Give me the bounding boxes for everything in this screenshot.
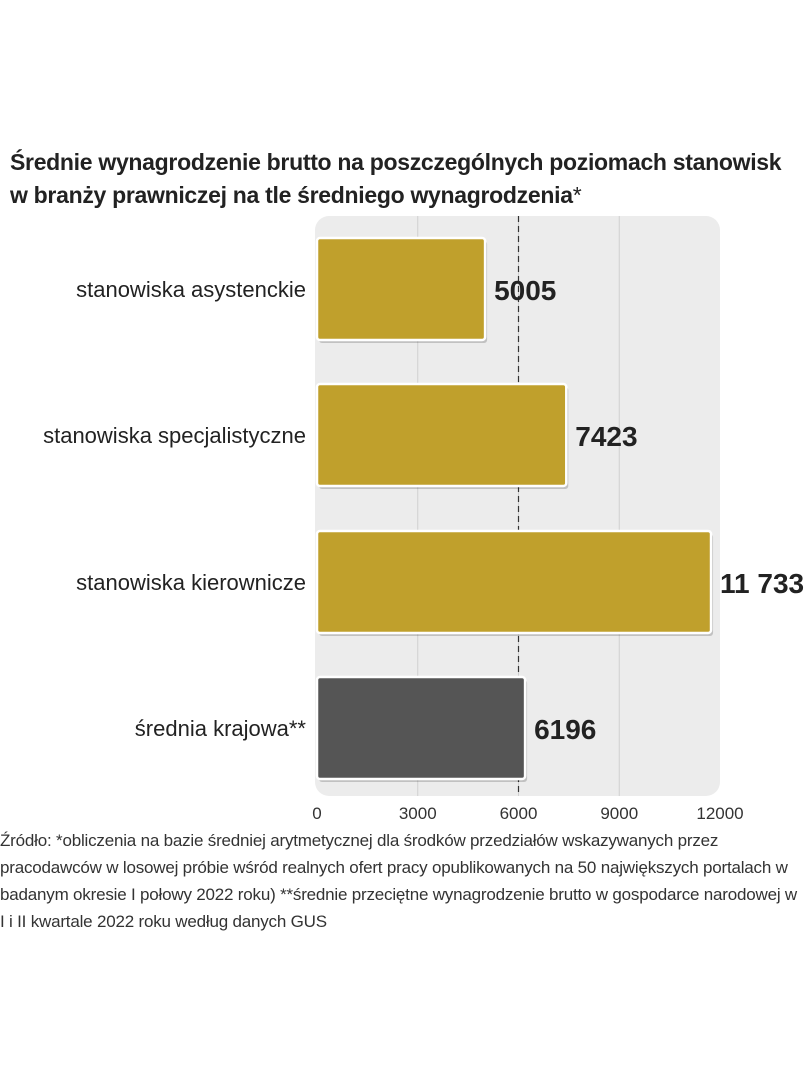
category-label: średnia krajowa** xyxy=(135,716,307,741)
bar xyxy=(315,236,487,342)
bar xyxy=(315,382,568,488)
x-tick-label: 12000 xyxy=(696,804,743,823)
bar xyxy=(315,675,527,781)
bar xyxy=(315,529,713,635)
source-note: Źródło: *obliczenia na bazie średniej ar… xyxy=(0,831,798,931)
value-label: 11 733 xyxy=(720,568,804,599)
x-tick-label: 6000 xyxy=(500,804,538,823)
x-tick-label: 9000 xyxy=(600,804,638,823)
value-label: 5005 xyxy=(494,275,556,306)
chart-title-line2: w branży prawniczej na tle średniego wyn… xyxy=(10,182,573,208)
category-label: stanowiska kierownicze xyxy=(76,570,306,595)
bar-chart: stanowiska asystenckie 5005 stanowiska spe… xyxy=(43,216,804,823)
x-tick-label: 3000 xyxy=(399,804,437,823)
value-label: 7423 xyxy=(575,421,637,452)
category-label: stanowiska asystenckie xyxy=(76,277,306,302)
category-label: stanowiska specjalistyczne xyxy=(43,423,306,448)
value-label: 6196 xyxy=(534,714,596,745)
chart-title-marker: * xyxy=(572,182,582,208)
chart-title: Średnie wynagrodzenie brutto na poszczeg… xyxy=(10,146,800,212)
x-tick-label: 0 xyxy=(312,804,321,823)
chart-title-line1: Średnie wynagrodzenie brutto na poszczeg… xyxy=(10,149,782,175)
